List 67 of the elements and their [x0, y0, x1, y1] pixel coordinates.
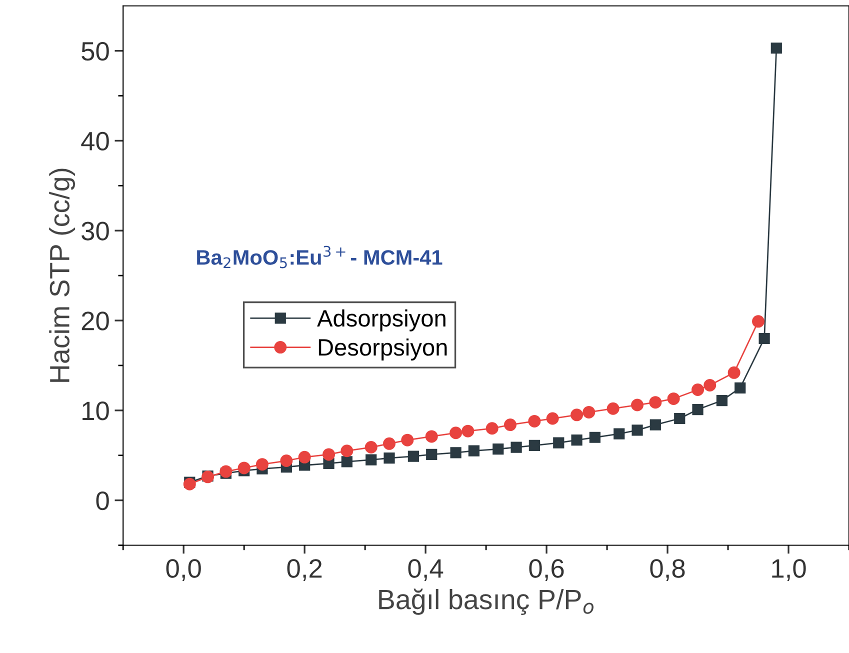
point: [716, 394, 728, 406]
point: [238, 462, 250, 474]
point: [704, 378, 716, 392]
x-tick-label: 0,0: [166, 559, 201, 581]
point: [650, 419, 661, 430]
point: [758, 332, 770, 344]
point: [614, 428, 625, 440]
point: [401, 434, 414, 446]
point: [425, 430, 438, 443]
legend-label: Adsorpsiyon: [317, 309, 446, 332]
point: [256, 458, 268, 471]
point: [606, 402, 620, 415]
point: [220, 465, 232, 478]
point: [504, 418, 516, 432]
point: [528, 440, 540, 452]
x-axis-title: Bağıl basınç P/P$_{o}$: [379, 588, 594, 615]
point: [553, 437, 564, 448]
point: [667, 392, 680, 405]
point: [341, 456, 352, 468]
y-tick-label: 30: [82, 222, 109, 240]
point: [468, 445, 480, 456]
point: [426, 448, 438, 460]
point: [510, 442, 522, 453]
point: [383, 437, 396, 450]
point: [462, 424, 474, 438]
point: [364, 441, 378, 454]
x-tick-label: 1,0: [772, 559, 806, 581]
point: [546, 412, 559, 425]
point: [486, 422, 498, 435]
y-tick-label: 10: [82, 402, 109, 420]
point: [582, 406, 596, 418]
y-tick-label: 20: [82, 312, 109, 330]
point: [692, 383, 704, 396]
point: [384, 452, 395, 464]
point: [450, 447, 462, 458]
y-tick-label: 0: [96, 491, 109, 510]
point: [492, 444, 504, 455]
x-tick-label: 0,6: [529, 559, 564, 581]
point: [728, 366, 740, 379]
y-axis-title: Hacim STP (cc/g): [49, 168, 76, 382]
point: [674, 412, 686, 424]
annotation: Ba$_{2}$MoO$_{5}$:Eu$^{3+}$- MCM-41: [197, 246, 442, 268]
point: [692, 404, 704, 416]
x-tick-label: 0,2: [287, 559, 322, 581]
point: [571, 434, 582, 446]
point: [631, 398, 644, 412]
point: [589, 432, 600, 443]
point: [632, 424, 643, 436]
point: [408, 450, 420, 462]
point: [366, 454, 377, 466]
point: [752, 315, 765, 328]
point: [770, 42, 782, 54]
x-tick-label: 0,8: [650, 559, 685, 581]
point: [340, 444, 354, 458]
point: [570, 408, 584, 422]
point: [450, 426, 462, 440]
y-tick-label: 40: [81, 132, 109, 151]
point: [528, 414, 541, 428]
y-tick-label: 50: [82, 42, 109, 61]
point: [298, 450, 311, 464]
point: [734, 382, 746, 394]
point: [649, 396, 662, 409]
legend-label: Desorpsiyon: [318, 338, 447, 360]
point: [280, 454, 293, 468]
x-tick-label: 0,4: [408, 559, 444, 581]
point: [322, 448, 336, 461]
point: [183, 478, 196, 490]
